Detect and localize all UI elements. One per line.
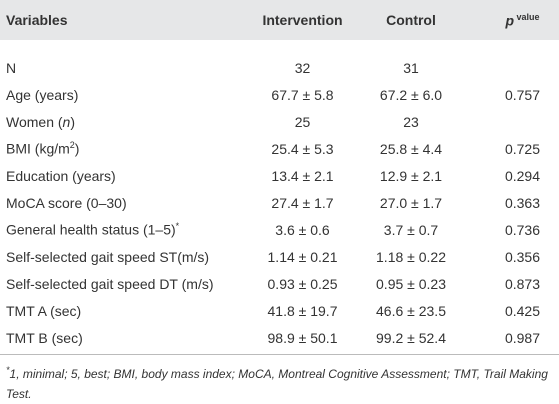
footnote-mark: *	[6, 365, 10, 375]
p-value: 0.425	[504, 302, 541, 319]
variable-part: *	[175, 221, 180, 232]
variable-part: )	[70, 113, 76, 130]
table-row: BMI (kg/m2) 25.4 ± 5.3 25.8 ± 4.4 0.725	[0, 135, 559, 162]
variable: Self-selected gait speed DT (m/s)	[6, 275, 214, 292]
variable: Age (years)	[6, 86, 79, 103]
variable: MoCA score (0–30)	[6, 194, 127, 211]
variables-header: Variables	[6, 12, 68, 28]
footnote-text: 1, minimal; 5, best; BMI, body mass inde…	[6, 367, 548, 401]
variable-part: BMI (kg/m	[6, 140, 70, 157]
intervention-value: 32	[294, 59, 311, 76]
intervention-value: 27.4 ± 1.7	[271, 194, 334, 211]
variable: TMT B (sec)	[6, 329, 83, 346]
p-value: 0.757	[504, 86, 541, 103]
p-value-header: p value	[452, 12, 559, 29]
control-value: 67.2 ± 6.0	[379, 86, 443, 103]
control-value: 1.18 ± 0.22	[376, 248, 446, 265]
control-value: 27.0 ± 1.7	[379, 194, 443, 211]
intervention-value: 25.4 ± 5.3	[271, 140, 334, 157]
table-row: Education (years) 13.4 ± 2.1 12.9 ± 2.1 0.2…	[0, 162, 559, 189]
intervention-header: Intervention	[262, 12, 343, 28]
table-row: Women (n) 25 23	[0, 108, 559, 135]
table-row: Age (years) 67.7 ± 5.8 67.2 ± 6.0 0.757	[0, 81, 559, 108]
p-value-header-part: p	[505, 12, 515, 29]
variable-part: )	[74, 140, 80, 157]
variable: Self-selected gait speed ST(m/s)	[6, 248, 210, 265]
intervention-value: 67.7 ± 5.8	[271, 86, 334, 103]
p-value: 0.736	[504, 221, 541, 238]
control-value: 0.95 ± 0.23	[376, 275, 446, 292]
p-value: 0.294	[504, 167, 541, 184]
p-value: 0.363	[504, 194, 541, 211]
intervention-value: 0.93 ± 0.25	[267, 275, 338, 292]
control-value: 46.6 ± 23.5	[376, 302, 446, 319]
intervention-value: 41.8 ± 19.7	[267, 302, 338, 319]
control-value: 3.7 ± 0.7	[383, 221, 439, 238]
variable: N	[6, 59, 17, 76]
variable-part: Women (	[6, 113, 63, 130]
table-row: Self-selected gait speed ST(m/s) 1.14 ± 0…	[0, 243, 559, 270]
control-value: 23	[403, 113, 419, 130]
table-row: Self-selected gait speed DT (m/s) 0.93 ± …	[0, 270, 559, 297]
control-value: 25.8 ± 4.4	[379, 140, 443, 157]
variable-part: 2	[69, 140, 75, 151]
variable: General health status (1–5)*	[0, 221, 235, 238]
table-row: TMT B (sec) 98.9 ± 50.1 99.2 ± 52.4 0.987	[0, 324, 559, 351]
p-value: 0.987	[504, 329, 541, 346]
variable-part: n	[62, 113, 71, 130]
control-header: Control	[386, 12, 436, 28]
variable: BMI (kg/m2)	[0, 140, 235, 157]
table-body: N 32 31 Age (years) 67.7 ± 5.8 67.2 ± 6.0 0.75…	[0, 54, 559, 351]
table-row: TMT A (sec) 41.8 ± 19.7 46.6 ± 23.5 0.425	[0, 297, 559, 324]
intervention-value: 3.6 ± 0.6	[275, 221, 330, 238]
intervention-value: 25	[294, 113, 311, 130]
p-value: 0.725	[504, 140, 541, 157]
control-value: 99.2 ± 52.4	[376, 329, 446, 346]
table-row: General health status (1–5)* 3.6 ± 0.6 3.7…	[0, 216, 559, 243]
intervention-value: 13.4 ± 2.1	[271, 167, 334, 184]
control-value: 12.9 ± 2.1	[379, 167, 443, 184]
footnote: *1, minimal; 5, best; BMI, body mass ind…	[6, 360, 551, 404]
table-header: Variables Intervention Control p value	[0, 0, 559, 40]
control-value: 31	[403, 59, 419, 76]
p-value: 0.873	[504, 275, 541, 292]
table-row: MoCA score (0–30) 27.4 ± 1.7 27.0 ± 1.7 0.3…	[0, 189, 559, 216]
variable: TMT A (sec)	[6, 302, 82, 319]
variable: Education (years)	[6, 167, 116, 184]
intervention-value: 1.14 ± 0.21	[267, 248, 338, 265]
rule	[0, 354, 559, 355]
variable-part: General health status (1–5)	[6, 221, 176, 238]
table-row: N 32 31	[0, 54, 559, 81]
variable: Women (n)	[0, 114, 235, 130]
intervention-value: 98.9 ± 50.1	[267, 329, 338, 346]
p-value: 0.356	[504, 248, 541, 265]
p-value-header-part: value	[514, 11, 540, 22]
